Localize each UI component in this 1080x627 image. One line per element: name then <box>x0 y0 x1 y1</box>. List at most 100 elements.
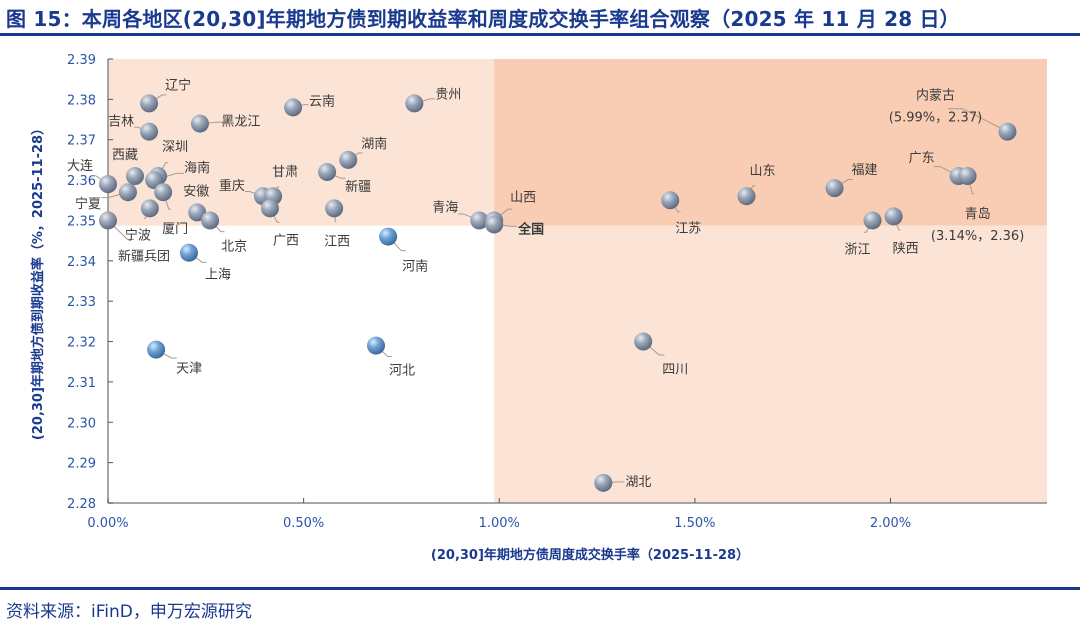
y-tick-label: 2.28 <box>67 497 96 512</box>
point-label: 北京 <box>221 239 247 254</box>
point-label: 福建 <box>852 163 878 178</box>
x-tick-label: 2.00% <box>870 516 911 531</box>
data-point <box>737 187 756 206</box>
data-point <box>284 98 303 117</box>
point-label: 重庆 <box>219 178 245 194</box>
quadrant-bottom-right <box>494 225 1047 503</box>
data-point <box>140 94 159 113</box>
y-tick-label: 2.31 <box>67 376 96 391</box>
point-label: 河南 <box>402 259 428 275</box>
data-point <box>884 207 903 226</box>
point-label: 全国 <box>517 221 544 237</box>
point-label: 厦门 <box>162 222 188 237</box>
data-point <box>339 150 358 169</box>
data-point <box>140 199 159 218</box>
point-label: 吉林 <box>108 115 134 130</box>
point-label: 四川 <box>662 363 688 378</box>
data-point <box>998 122 1017 141</box>
leader-line <box>107 220 134 240</box>
point-label: 湖北 <box>625 475 651 490</box>
point-label: 辽宁 <box>165 77 191 93</box>
point-label: 湖南 <box>361 136 387 152</box>
data-point <box>179 243 198 262</box>
point-label: 内蒙古 <box>916 88 955 104</box>
quadrant-top-right <box>494 59 1047 226</box>
data-point <box>661 191 680 210</box>
point-label: 甘肃 <box>272 165 298 180</box>
x-tick-label: 1.00% <box>479 516 520 531</box>
point-label: 山东 <box>750 164 776 179</box>
data-point <box>485 215 504 234</box>
x-tick-label: 1.50% <box>674 516 715 531</box>
data-point <box>140 122 159 141</box>
data-point <box>325 199 344 218</box>
y-tick-label: 2.30 <box>67 416 96 431</box>
point-label: 江苏 <box>675 220 701 236</box>
point-label: 天津 <box>176 362 202 377</box>
point-label: 河北 <box>389 364 415 379</box>
title-rule <box>0 33 1080 36</box>
data-point <box>147 340 166 359</box>
source-note: 资料来源：iFinD，申万宏源研究 <box>6 602 252 622</box>
point-label: 贵州 <box>435 87 461 102</box>
data-point <box>863 211 882 230</box>
point-label: 山西 <box>510 190 536 205</box>
data-point <box>260 199 279 218</box>
point-label: 广东 <box>909 151 935 166</box>
point-label: 新疆兵团 <box>118 248 170 264</box>
data-point <box>634 332 653 351</box>
point-label: 大连 <box>67 158 93 174</box>
point-label: 安徽 <box>183 184 209 199</box>
y-tick-label: 2.35 <box>67 214 96 229</box>
y-tick-label: 2.32 <box>67 336 96 351</box>
point-value-note: (5.99%，2.37) <box>889 111 982 126</box>
data-point <box>405 94 424 113</box>
y-tick-label: 2.38 <box>67 93 96 108</box>
data-point <box>367 336 386 355</box>
point-label: 上海 <box>205 268 231 283</box>
point-label: 宁波 <box>125 227 151 243</box>
quadrant-top-left <box>108 59 495 226</box>
point-label: 西藏 <box>112 148 138 163</box>
data-point <box>379 227 398 246</box>
point-label: 黑龙江 <box>221 115 260 130</box>
point-label: 宁夏 <box>75 196 101 212</box>
data-point <box>125 167 144 186</box>
data-point <box>99 175 117 194</box>
point-label: 青海 <box>432 200 458 215</box>
point-label: 江西 <box>324 234 350 249</box>
x-tick-label: 0.50% <box>283 516 324 531</box>
point-label: 深圳 <box>162 140 188 155</box>
point-label: 新疆 <box>345 179 371 195</box>
data-point <box>154 183 173 202</box>
y-tick-label: 2.36 <box>67 174 96 189</box>
point-label: 广西 <box>273 233 299 248</box>
figure-title: 图 15：本周各地区(20,30]年期地方债到期收益率和周度成交换手率组合观察（… <box>6 7 960 31</box>
data-point <box>99 211 117 230</box>
data-point <box>188 203 207 222</box>
data-point <box>958 167 977 186</box>
y-tick-label: 2.39 <box>67 53 96 68</box>
point-label: 云南 <box>309 93 335 109</box>
y-tick-label: 2.29 <box>67 457 96 472</box>
x-tick-label: 0.00% <box>87 516 128 531</box>
y-tick-label: 2.33 <box>67 295 96 310</box>
y-tick-label: 2.34 <box>67 255 96 270</box>
data-point <box>594 473 613 492</box>
data-point <box>118 183 137 202</box>
data-point <box>470 211 489 230</box>
footer-rule <box>0 587 1080 590</box>
y-axis-title: (20,30]年期地方债到期收益率（%，2025-11-28） <box>30 122 46 440</box>
point-label: 浙江 <box>844 242 870 257</box>
y-tick-label: 2.37 <box>67 134 96 149</box>
point-label: 青岛 <box>965 206 991 222</box>
point-label: 海南 <box>184 160 210 176</box>
data-point <box>190 114 209 133</box>
x-axis-title: (20,30]年期地方债周度成交换手率（2025-11-28） <box>431 547 749 563</box>
data-point <box>825 179 844 198</box>
point-label: 陕西 <box>893 241 919 256</box>
data-point <box>201 211 220 230</box>
leader-line <box>947 108 1008 133</box>
data-point <box>318 163 337 182</box>
